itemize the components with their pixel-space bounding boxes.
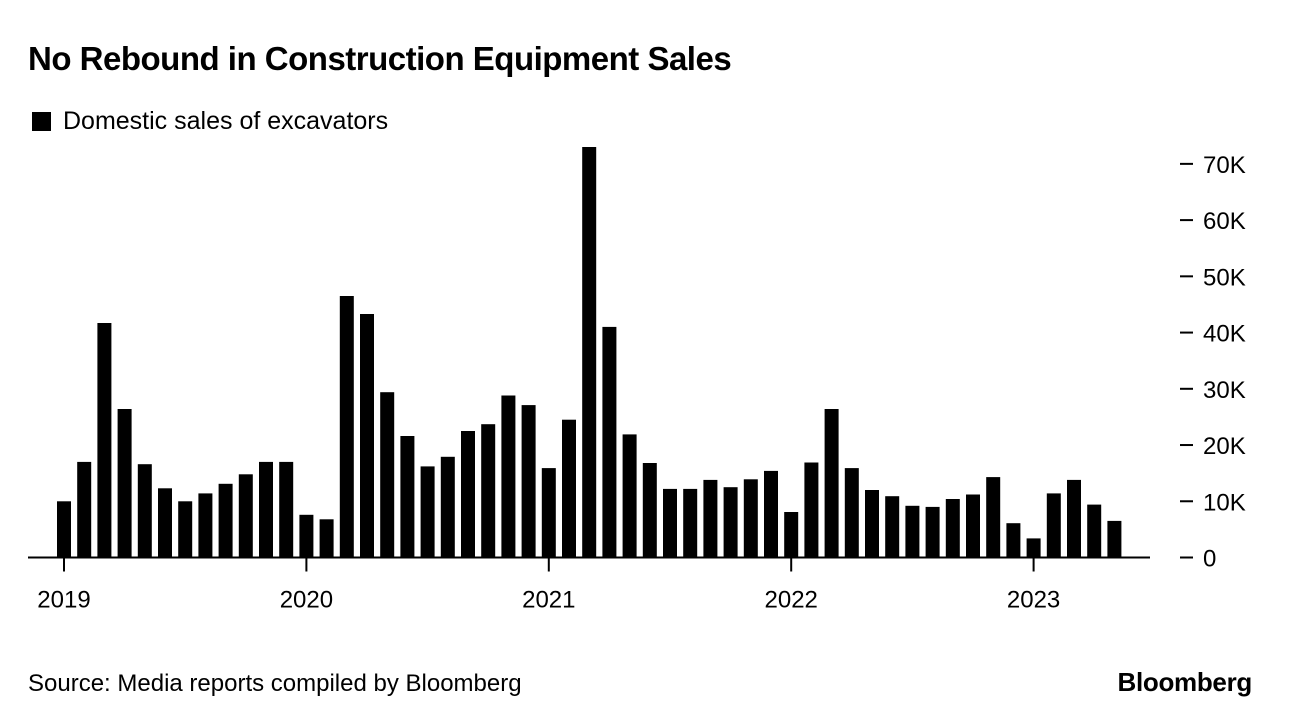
bar-2019-08: [198, 493, 213, 558]
x-tick-label: 2023: [1007, 587, 1060, 614]
bar-2021-04: [602, 326, 617, 558]
bar-2021-05: [622, 434, 637, 558]
bar-2022-03: [824, 409, 839, 558]
bar-2020-08: [440, 456, 455, 558]
y-tick-label: 20K: [1203, 433, 1246, 460]
bar-2021-07: [663, 488, 677, 558]
bar-2020-07: [420, 466, 435, 558]
bar-2023-04: [1087, 504, 1102, 558]
bar-2020-02: [319, 519, 334, 558]
bar-2022-05: [865, 490, 879, 558]
source-note: Source: Media reports compiled by Bloomb…: [28, 670, 522, 697]
bar-2019-06: [158, 488, 172, 558]
x-tick-label: 2022: [765, 587, 818, 614]
bar-2019-05: [137, 464, 152, 558]
y-tick-label: 50K: [1203, 264, 1246, 291]
bar-2019-09: [218, 483, 233, 558]
bar-2022-06: [885, 496, 900, 558]
bar-2020-01: [299, 514, 314, 558]
bars-group: [57, 147, 1122, 558]
legend-swatch: [32, 112, 51, 131]
bar-2022-09: [945, 499, 960, 558]
y-axis-ticks: 0 10K 20K 30K 40K 50K 60K 70K: [1180, 152, 1246, 573]
bar-2020-04: [360, 314, 374, 558]
bar-2019-10: [238, 474, 253, 558]
bar-2022-04: [844, 468, 859, 558]
bloomberg-logo: Bloomberg: [1117, 667, 1252, 697]
y-tick-label: 0: [1203, 546, 1216, 573]
bar-2023-03: [1067, 479, 1081, 558]
y-tick-label: 40K: [1203, 321, 1246, 348]
bar-2023-02: [1046, 493, 1061, 558]
bar-2021-10: [723, 487, 738, 558]
bar-2022-02: [804, 462, 819, 558]
bar-2019-04: [117, 409, 132, 558]
bar-2020-09: [461, 431, 475, 558]
bar-2019-11: [259, 461, 273, 558]
bar-2021-02: [562, 419, 576, 558]
bar-2020-12: [521, 405, 536, 558]
bar-2021-01: [541, 468, 556, 558]
bar-2019-02: [77, 461, 92, 558]
bar-2022-01: [784, 512, 799, 558]
bar-2021-08: [683, 488, 698, 558]
x-tick-label: 2019: [37, 587, 90, 614]
x-tick-label: 2021: [522, 587, 575, 614]
bar-2019-12: [279, 461, 294, 558]
bar-2022-11: [986, 477, 1001, 558]
bar-2021-06: [642, 463, 657, 558]
bar-2020-03: [339, 296, 354, 558]
x-tick-label: 2020: [280, 587, 333, 614]
bar-2020-05: [380, 392, 395, 558]
y-tick-label: 10K: [1203, 489, 1246, 516]
bar-2023-05: [1107, 520, 1122, 558]
bar-2019-01: [57, 501, 71, 558]
bar-2022-12: [1006, 523, 1021, 558]
legend-label: Domestic sales of excavators: [63, 107, 389, 135]
y-tick-label: 70K: [1203, 152, 1246, 179]
bar-2023-01: [1026, 538, 1041, 558]
bar-2020-06: [400, 436, 415, 558]
bar-2022-10: [966, 494, 980, 558]
bar-2021-03: [582, 147, 597, 558]
y-tick-label: 60K: [1203, 208, 1246, 235]
legend: Domestic sales of excavators: [32, 107, 388, 136]
bar-2021-11: [743, 479, 758, 558]
chart-title: No Rebound in Construction Equipment Sal…: [28, 40, 732, 77]
bar-2022-07: [905, 505, 920, 558]
y-tick-label: 30K: [1203, 377, 1246, 404]
bar-2022-08: [925, 506, 940, 558]
bar-2020-10: [481, 424, 496, 558]
bar-2019-07: [178, 501, 193, 558]
bar-2020-11: [501, 395, 516, 558]
bar-2021-12: [764, 470, 778, 558]
bar-2019-03: [97, 323, 112, 558]
bar-2021-09: [703, 479, 718, 558]
x-axis-ticks: 2019 2020 2021 2022 2023: [37, 557, 1060, 614]
